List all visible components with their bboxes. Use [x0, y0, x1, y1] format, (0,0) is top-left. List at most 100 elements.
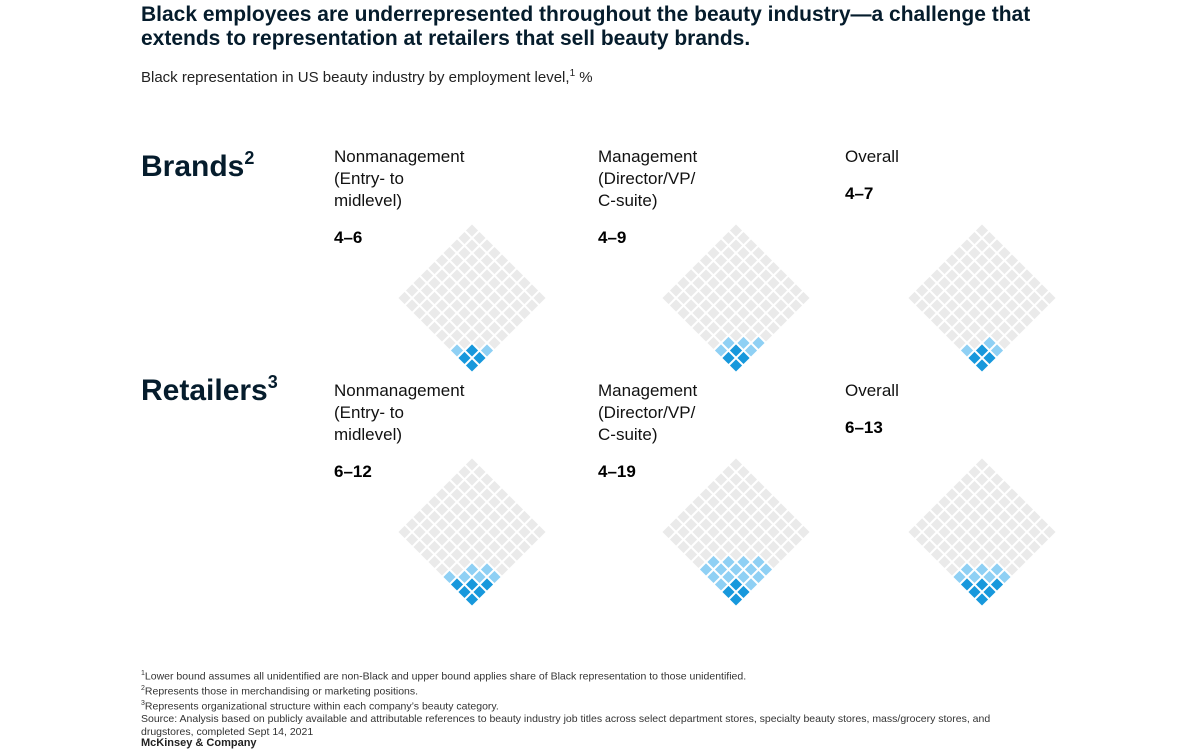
waffle-square-empty — [533, 525, 546, 539]
waffle-square-empty — [458, 321, 471, 335]
waffle-square-empty — [752, 261, 765, 275]
waffle-square-empty — [714, 488, 728, 501]
waffle-square-empty — [692, 540, 705, 554]
waffle-square-empty — [1013, 540, 1026, 554]
waffle-square-empty — [915, 284, 929, 297]
waffle-square-empty — [473, 261, 486, 275]
waffle-square-empty — [443, 321, 456, 335]
waffle-square-range — [722, 555, 735, 569]
waffle-square-empty — [744, 299, 758, 312]
waffle-square-range — [990, 344, 1004, 357]
waffle-square-empty — [495, 548, 509, 561]
waffle-square-empty — [752, 510, 765, 524]
waffle-square-empty — [435, 314, 449, 327]
footnote-text: Represents organizational structure with… — [144, 700, 499, 713]
waffle-square-empty — [752, 246, 765, 260]
waffle-square-empty — [488, 306, 501, 320]
waffle-square-empty — [744, 488, 758, 501]
waffle-square-empty — [789, 518, 803, 531]
waffle-square-range — [744, 344, 758, 357]
waffle-square-empty — [450, 473, 464, 486]
cell-label: Overall — [845, 147, 899, 166]
waffle-square-empty — [450, 299, 464, 312]
waffle-square-empty — [510, 533, 524, 546]
waffle-square-empty — [983, 510, 996, 524]
waffle-square-empty — [998, 246, 1011, 260]
waffle-square-empty — [945, 329, 959, 342]
waffle-square-empty — [729, 284, 743, 297]
waffle-square-empty — [975, 239, 989, 252]
waffle-square-empty — [930, 503, 944, 516]
waffle-square-empty — [759, 518, 773, 531]
waffle-square-empty — [774, 269, 788, 282]
waffle-square-empty — [759, 488, 773, 501]
waffle-square-empty — [692, 306, 705, 320]
waffle-square-empty — [488, 525, 501, 539]
waffle-square-empty — [990, 518, 1004, 531]
waffle-diamond — [398, 224, 546, 372]
waffle-square-lower — [465, 344, 479, 357]
waffle-square-empty — [714, 284, 728, 297]
waffle-square-empty — [405, 284, 419, 297]
waffle-square-empty — [767, 306, 780, 320]
waffle-square-empty — [945, 533, 959, 546]
waffle-square-empty — [983, 321, 996, 335]
waffle-square-empty — [503, 510, 516, 524]
waffle-square-empty — [1005, 254, 1019, 267]
waffle-square-range — [707, 570, 720, 584]
waffle-square-empty — [473, 540, 486, 554]
waffle-square-lower — [983, 585, 996, 599]
waffle-square-empty — [473, 555, 486, 569]
waffle-square-empty — [789, 533, 803, 546]
waffle-square-empty — [458, 555, 471, 569]
waffle-square-empty — [510, 299, 524, 312]
waffle-square-empty — [480, 533, 494, 546]
cell-value: 4–19 — [598, 462, 636, 481]
waffle-square-lower — [465, 359, 479, 372]
waffle-square-empty — [975, 314, 989, 327]
waffle-square-empty — [744, 503, 758, 516]
waffle-square-empty — [737, 495, 750, 509]
waffle-square-empty — [714, 533, 728, 546]
waffle-square-empty — [930, 518, 944, 531]
waffle-square-empty — [729, 458, 743, 471]
waffle-square-empty — [968, 480, 981, 494]
waffle-square-empty — [503, 555, 516, 569]
waffle-square-empty — [960, 254, 974, 267]
waffle-square-empty — [968, 510, 981, 524]
waffle-square-empty — [953, 261, 966, 275]
waffle-square-empty — [714, 314, 728, 327]
waffle-square-empty — [782, 276, 795, 290]
waffle-square-empty — [420, 269, 434, 282]
waffle-square-empty — [722, 291, 735, 305]
waffle-square-empty — [480, 503, 494, 516]
waffle-square-empty — [518, 540, 531, 554]
waffle-square-empty — [465, 518, 479, 531]
waffle-square-empty — [998, 321, 1011, 335]
waffle-diamond — [398, 458, 546, 606]
waffle-square-empty — [677, 291, 690, 305]
waffle-square-empty — [782, 306, 795, 320]
waffle-square-empty — [420, 518, 434, 531]
waffle-square-empty — [767, 321, 780, 335]
waffle-square-empty — [518, 276, 531, 290]
waffle-square-empty — [960, 518, 974, 531]
waffle-square-empty — [458, 525, 471, 539]
waffle-square-empty — [938, 261, 951, 275]
waffle-square-empty — [458, 495, 471, 509]
footnote-source: Source: Analysis based on publicly avail… — [141, 713, 1041, 738]
chart-title: Black employees are underrepresented thr… — [141, 3, 1031, 50]
waffle-square-empty — [435, 254, 449, 267]
waffle-square-lower — [975, 593, 989, 606]
waffle-square-lower — [737, 351, 750, 365]
waffle-square-lower — [473, 351, 486, 365]
waffle-square-empty — [767, 510, 780, 524]
waffle-square-empty — [480, 329, 494, 342]
waffle-square-empty — [669, 533, 683, 546]
waffle-square-range — [744, 578, 758, 591]
waffle-square-empty — [662, 525, 675, 539]
waffle-square-empty — [518, 306, 531, 320]
waffle-square-empty — [722, 306, 735, 320]
waffle-square-empty — [759, 269, 773, 282]
waffle-square-empty — [960, 503, 974, 516]
